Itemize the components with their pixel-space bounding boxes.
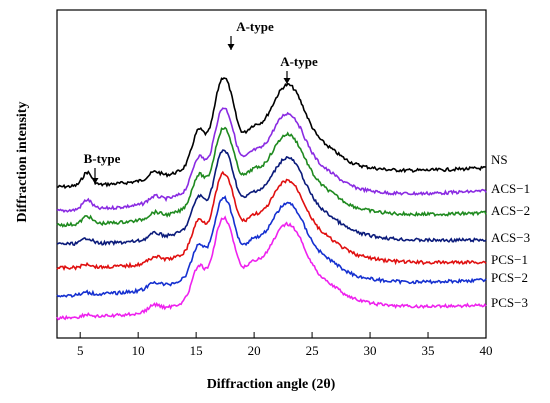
x-tick-label: 35 bbox=[422, 343, 435, 358]
series-label: ACS−1 bbox=[491, 181, 530, 196]
series-curve bbox=[56, 215, 487, 321]
series-label: NS bbox=[491, 152, 508, 167]
annotation-arrowhead bbox=[283, 78, 291, 84]
x-tick-label: 15 bbox=[190, 343, 203, 358]
series-label: ACS−3 bbox=[491, 230, 530, 245]
series-label: PCS−3 bbox=[491, 295, 528, 310]
x-tick-label: 20 bbox=[248, 343, 261, 358]
annotation-arrowhead bbox=[91, 178, 99, 184]
series-curve bbox=[56, 77, 486, 190]
peak-annotations: B-type A-type A-type bbox=[84, 19, 318, 184]
series-curve bbox=[56, 126, 487, 228]
y-axis-title: Diffraction intensity bbox=[15, 102, 30, 223]
series-curves bbox=[56, 77, 487, 321]
annotation-arrowhead bbox=[227, 44, 235, 50]
x-tick-label: 10 bbox=[132, 343, 145, 358]
x-axis-ticks: 5 10 15 20 25 30 35 40 bbox=[77, 332, 493, 358]
x-tick-label: 30 bbox=[364, 343, 377, 358]
series-label: PCS−2 bbox=[491, 270, 528, 285]
series-label: PCS−1 bbox=[491, 252, 528, 267]
series-curve bbox=[56, 107, 487, 213]
x-tick-label: 25 bbox=[306, 343, 319, 358]
plot-frame bbox=[56, 9, 487, 339]
peak-annotation-label: B-type bbox=[84, 151, 121, 166]
x-tick-label: 5 bbox=[77, 343, 84, 358]
series-curve bbox=[56, 170, 487, 271]
series-curve bbox=[56, 195, 487, 298]
x-tick-label: 40 bbox=[480, 343, 493, 358]
peak-annotation-label: A-type bbox=[280, 54, 318, 69]
series-label: ACS−2 bbox=[491, 203, 530, 218]
peak-annotation-label: A-type bbox=[236, 19, 274, 34]
x-axis-title: Diffraction angle (2θ) bbox=[207, 377, 336, 392]
series-labels: NS ACS−1 ACS−2 ACS−3 PCS−1 PCS−2 PCS−3 bbox=[491, 152, 530, 310]
series-curve bbox=[56, 149, 487, 246]
